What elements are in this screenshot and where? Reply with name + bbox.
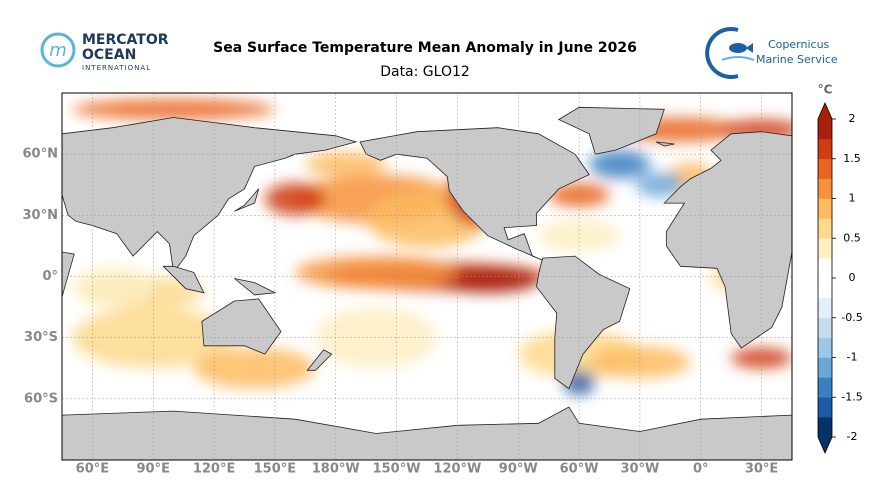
lat-label: 60°S xyxy=(24,391,58,406)
lon-label: 0° xyxy=(693,462,709,477)
colorbar-extend xyxy=(818,103,832,119)
lon-label: 30°W xyxy=(620,462,659,477)
lon-label: 120°W xyxy=(433,462,481,477)
landmass xyxy=(234,278,277,296)
anomaly-patch xyxy=(305,152,387,177)
colorbar-segment xyxy=(818,278,832,299)
logo-text: MERCATOR xyxy=(82,32,169,48)
anomaly-patch xyxy=(315,307,438,369)
axes: 60°E 90°E 120°E 150°E 180°W 150°W 120°W 90°W 60°… xyxy=(23,147,779,477)
right-logo: Copernicus Marine Service xyxy=(705,27,838,79)
colorbar-segment xyxy=(818,258,832,279)
logo-ring xyxy=(40,32,76,68)
anomaly-patch xyxy=(72,99,275,120)
colorbar-extend xyxy=(818,437,832,453)
colorbar-segment xyxy=(818,417,832,438)
colorbar-segment xyxy=(818,198,832,219)
lon-label: 120°E xyxy=(193,462,236,477)
anomaly-patch xyxy=(295,256,458,289)
colorbar-tick-label: -1.5 xyxy=(841,390,862,403)
lon-label: 90°E xyxy=(137,462,170,477)
landmass xyxy=(306,349,333,371)
colorbar-tick-label: 1 xyxy=(849,192,856,205)
logo-glyph: m xyxy=(49,40,67,61)
graticule xyxy=(62,93,792,460)
map-frame xyxy=(61,92,793,461)
colorbar-segment xyxy=(818,297,832,319)
logo-wave xyxy=(721,56,755,61)
colorbar-segment xyxy=(818,317,832,338)
lon-label: 150°W xyxy=(373,462,421,477)
lon-label: 180°W xyxy=(312,462,360,477)
lon-label: 90°W xyxy=(499,462,538,477)
logo-arc xyxy=(705,27,739,79)
colorbar-segment xyxy=(818,138,832,160)
logo-text: Marine Service xyxy=(756,53,838,66)
landmass xyxy=(162,265,205,294)
lat-label: 30°N xyxy=(23,208,58,223)
colorbar-tick-label: -0.5 xyxy=(841,311,862,324)
landmass xyxy=(359,127,590,261)
colorbar-tick-label: 0.5 xyxy=(843,231,861,244)
colorbar: °C -2 -1.5 -1 -0.5 0 0.5 1 1.5 2 xyxy=(818,83,863,454)
lon-label: 30°E xyxy=(745,462,778,477)
logo-text: OCEAN xyxy=(82,47,136,63)
landmass xyxy=(655,141,675,147)
lat-label: 60°N xyxy=(23,147,58,162)
anomaly-patch xyxy=(264,182,326,216)
lon-label: 60°E xyxy=(76,462,109,477)
lon-label: 150°E xyxy=(254,462,297,477)
landmass xyxy=(62,406,792,460)
anomaly-patch xyxy=(72,266,154,308)
landmass xyxy=(557,106,665,155)
logo-fish xyxy=(746,43,753,53)
colorbar-segment xyxy=(818,178,832,199)
lat-label: 30°S xyxy=(24,330,58,345)
left-logo: m MERCATOR OCEAN INTERNATIONAL xyxy=(40,32,169,72)
colorbar-segment xyxy=(818,377,832,398)
colorbar-tick-label: -2 xyxy=(847,430,858,443)
title: Sea Surface Temperature Mean Anomaly in … xyxy=(213,40,637,56)
logo-text: Copernicus xyxy=(768,38,830,51)
logo-fish xyxy=(729,43,747,53)
landmass xyxy=(536,255,631,390)
colorbar-tick-label: 1.5 xyxy=(843,152,861,165)
anomaly-patch xyxy=(538,219,620,253)
logo-text: INTERNATIONAL xyxy=(82,64,151,72)
colorbar-unit: °C xyxy=(818,83,833,97)
colorbar-segment xyxy=(818,397,832,418)
colorbar-segment xyxy=(818,218,832,239)
landmass xyxy=(62,215,75,298)
anomaly-patch xyxy=(193,347,316,389)
colorbar-segment xyxy=(818,238,832,259)
lat-label: 0° xyxy=(42,269,58,284)
subtitle: Data: GLO12 xyxy=(380,64,470,80)
anomaly-patch xyxy=(589,150,651,179)
anomaly-patch xyxy=(437,268,539,293)
landmass xyxy=(663,131,792,349)
landmass xyxy=(234,188,260,212)
colorbar-segment xyxy=(818,337,832,358)
colorbar-tick-label: 2 xyxy=(849,112,856,125)
land xyxy=(62,106,792,460)
colorbar-segment xyxy=(818,357,832,378)
lon-label: 60°W xyxy=(560,462,599,477)
anomaly-patch xyxy=(635,172,685,197)
colorbar-tick-label: -1 xyxy=(847,351,858,364)
colorbar-segment xyxy=(818,158,832,179)
colorbar-segment xyxy=(818,119,832,140)
colorbar-tick-label: 0 xyxy=(849,271,856,284)
landmass xyxy=(201,298,282,355)
